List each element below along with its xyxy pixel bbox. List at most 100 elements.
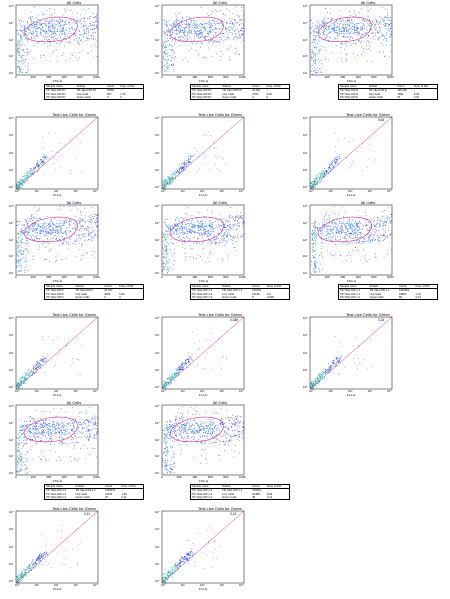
event-point	[43, 159, 45, 160]
event-point	[68, 22, 70, 24]
event-point	[33, 167, 35, 169]
x-tick-label: 10¹	[328, 189, 333, 193]
event-point	[216, 147, 218, 149]
event-point	[178, 27, 179, 28]
event-point	[197, 241, 198, 243]
event-point	[57, 240, 59, 242]
event-point	[29, 227, 30, 229]
event-point	[96, 56, 98, 57]
event-point	[378, 39, 380, 41]
event-point	[69, 28, 70, 29]
event-point	[31, 16, 33, 17]
event-point	[190, 156, 191, 158]
event-point	[344, 36, 346, 38]
event-point	[72, 206, 74, 208]
event-point	[21, 30, 23, 31]
event-point	[25, 31, 27, 33]
event-point	[194, 222, 195, 224]
event-point	[47, 29, 49, 31]
event-point	[205, 38, 206, 40]
event-point	[72, 29, 73, 31]
event-point	[368, 230, 369, 232]
event-point	[27, 51, 29, 53]
event-point	[315, 176, 317, 178]
event-point	[182, 222, 183, 224]
event-point	[31, 26, 32, 28]
event-point	[57, 26, 59, 28]
event-point	[389, 223, 391, 224]
event-point	[209, 253, 210, 254]
event-point	[25, 37, 27, 39]
event-point	[316, 72, 317, 73]
event-point	[46, 215, 48, 217]
event-point	[22, 230, 24, 231]
event-point	[84, 26, 86, 28]
event-point	[184, 159, 186, 161]
event-point	[228, 229, 229, 230]
event-point	[314, 39, 315, 41]
event-point	[169, 267, 170, 269]
event-point	[360, 26, 361, 28]
event-point	[219, 234, 221, 236]
event-point	[377, 32, 378, 33]
event-point	[200, 229, 201, 230]
event-point	[93, 218, 94, 219]
event-point	[235, 215, 237, 217]
table-cell: 216131	[252, 289, 262, 293]
event-point	[207, 231, 208, 233]
event-point	[343, 215, 344, 217]
event-point	[241, 28, 242, 30]
table-header-cell: Sample name	[44, 284, 75, 290]
event-point	[43, 162, 44, 164]
event-point	[61, 226, 62, 227]
event-point	[168, 176, 169, 177]
event-point	[58, 22, 60, 24]
event-point	[190, 18, 191, 20]
event-point	[313, 37, 315, 38]
event-point	[322, 172, 323, 174]
event-point	[202, 234, 203, 236]
event-point	[321, 170, 322, 172]
event-point	[356, 30, 358, 32]
event-point	[76, 40, 78, 42]
event-point	[50, 15, 52, 16]
event-point	[225, 27, 227, 28]
gate-percent-label: 0.64	[378, 118, 385, 122]
event-point	[353, 33, 354, 34]
x-tick-label: 10⁴	[387, 189, 392, 193]
event-point	[191, 215, 193, 216]
event-point	[84, 240, 85, 242]
event-point	[41, 24, 42, 25]
stats-table: Sample name Subset Count Freq. of Par. TR YE…	[44, 284, 144, 301]
event-point	[239, 217, 241, 218]
event-point	[179, 29, 181, 31]
table-row: TR YELLOW 1-3 Green Cells 5 0.038	[191, 296, 290, 300]
event-point	[227, 49, 228, 51]
event-point	[241, 29, 242, 31]
event-point	[90, 233, 92, 235]
event-point	[173, 51, 175, 53]
event-point	[369, 23, 371, 25]
event-point	[93, 17, 94, 18]
event-point	[175, 34, 177, 35]
event-point	[55, 49, 57, 50]
event-point	[192, 230, 194, 231]
event-point	[201, 43, 202, 44]
event-point	[182, 226, 184, 228]
event-point	[40, 25, 42, 26]
event-point	[18, 237, 20, 238]
event-point	[203, 232, 205, 233]
event-point	[321, 173, 322, 174]
event-point	[311, 51, 313, 53]
event-point	[194, 223, 196, 225]
event-point	[312, 39, 314, 40]
event-point	[41, 229, 43, 231]
event-point	[314, 62, 316, 64]
event-point	[81, 246, 82, 248]
event-point	[199, 34, 201, 35]
event-point	[189, 245, 191, 246]
event-point	[351, 33, 353, 35]
event-point	[235, 20, 236, 22]
event-point	[391, 31, 392, 33]
event-point	[21, 184, 22, 186]
